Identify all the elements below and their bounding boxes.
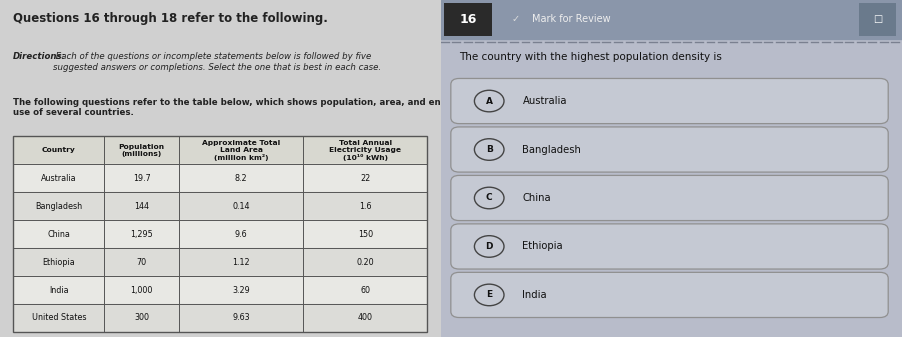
Bar [14, 192, 427, 220]
Text: Australia: Australia [41, 174, 77, 183]
Text: B: B [485, 145, 492, 154]
FancyBboxPatch shape [450, 79, 888, 124]
Text: 0.20: 0.20 [356, 258, 373, 267]
Text: 0.14: 0.14 [232, 202, 250, 211]
Circle shape [474, 284, 503, 306]
Text: Ethiopia: Ethiopia [42, 258, 75, 267]
Text: 8.2: 8.2 [235, 174, 247, 183]
Text: Total Annual
Electricity Usage
(10¹⁰ kWh): Total Annual Electricity Usage (10¹⁰ kWh… [329, 140, 400, 161]
Text: 19.7: 19.7 [133, 174, 151, 183]
Text: China: China [522, 193, 550, 203]
Bar [14, 304, 427, 332]
Text: 3.29: 3.29 [232, 285, 250, 295]
FancyBboxPatch shape [858, 3, 895, 36]
Text: 70: 70 [136, 258, 146, 267]
Text: United States: United States [32, 313, 86, 323]
Circle shape [474, 139, 503, 160]
FancyBboxPatch shape [450, 272, 888, 317]
Text: 1.6: 1.6 [359, 202, 371, 211]
FancyBboxPatch shape [450, 127, 888, 172]
Text: Approximate Total
Land Area
(million km²): Approximate Total Land Area (million km²… [202, 140, 280, 161]
Text: C: C [485, 193, 492, 203]
Text: ✓: ✓ [511, 14, 519, 24]
Text: Each of the questions or incomplete statements below is followed by five
suggest: Each of the questions or incomplete stat… [53, 52, 381, 72]
Text: India: India [49, 285, 69, 295]
Text: E: E [485, 290, 492, 300]
FancyBboxPatch shape [450, 176, 888, 221]
Circle shape [474, 90, 503, 112]
Text: India: India [522, 290, 547, 300]
Text: Bangladesh: Bangladesh [35, 202, 82, 211]
Text: 60: 60 [360, 285, 370, 295]
Text: Australia: Australia [522, 96, 566, 106]
Text: 16: 16 [459, 13, 476, 26]
Circle shape [474, 187, 503, 209]
Text: The country with the highest population density is: The country with the highest population … [458, 52, 722, 62]
Bar [440, 0, 902, 39]
Bar [14, 276, 427, 304]
Text: 22: 22 [360, 174, 370, 183]
Text: 1.12: 1.12 [232, 258, 250, 267]
Text: 144: 144 [134, 202, 149, 211]
Text: The following questions refer to the table below, which shows population, area, : The following questions refer to the tab… [14, 98, 463, 117]
Text: 9.63: 9.63 [232, 313, 250, 323]
Text: 400: 400 [357, 313, 373, 323]
Text: Directions:: Directions: [14, 52, 66, 61]
Text: A: A [485, 96, 492, 105]
Circle shape [474, 236, 503, 257]
Text: 300: 300 [134, 313, 149, 323]
Text: 150: 150 [357, 230, 373, 239]
Bar [14, 136, 427, 332]
Text: China: China [47, 230, 70, 239]
FancyBboxPatch shape [450, 224, 888, 269]
Text: Population
(millions): Population (millions) [118, 144, 164, 157]
Bar [14, 136, 427, 164]
FancyBboxPatch shape [444, 3, 492, 36]
Text: D: D [485, 242, 492, 251]
Text: 1,295: 1,295 [130, 230, 152, 239]
Text: Ethiopia: Ethiopia [522, 241, 563, 251]
Bar [14, 164, 427, 192]
Text: 1,000: 1,000 [130, 285, 152, 295]
Text: Country: Country [41, 148, 76, 153]
Text: 9.6: 9.6 [235, 230, 247, 239]
Text: Mark for Review: Mark for Review [531, 14, 610, 24]
Bar [14, 220, 427, 248]
Text: □: □ [872, 14, 881, 24]
Text: Bangladesh: Bangladesh [522, 145, 581, 155]
Bar [14, 248, 427, 276]
Text: Questions 16 through 18 refer to the following.: Questions 16 through 18 refer to the fol… [14, 12, 327, 25]
